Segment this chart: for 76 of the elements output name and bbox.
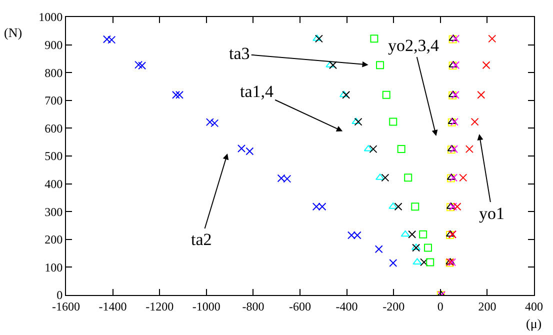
point xyxy=(175,90,184,99)
point xyxy=(448,258,456,266)
point xyxy=(400,230,410,237)
point xyxy=(452,34,460,43)
y-tick-label: 100 xyxy=(44,260,63,274)
y-tick-label: 800 xyxy=(44,66,63,80)
point xyxy=(446,174,455,182)
x-tick-label: -800 xyxy=(242,299,264,314)
x-tick-label: -400 xyxy=(336,299,358,314)
point xyxy=(482,61,490,70)
point xyxy=(339,90,349,98)
point xyxy=(449,202,458,211)
point xyxy=(352,118,361,124)
point xyxy=(369,145,378,154)
y-tick-label: 500 xyxy=(44,149,63,164)
point xyxy=(419,230,428,238)
point xyxy=(376,61,384,70)
point xyxy=(447,146,456,154)
point xyxy=(450,145,458,154)
point xyxy=(354,118,362,126)
point xyxy=(374,245,383,254)
point xyxy=(448,35,457,44)
point xyxy=(394,202,402,211)
point xyxy=(453,202,462,211)
point xyxy=(420,258,428,266)
y-axis-title: (N) xyxy=(4,25,22,40)
x-tick-label: 400 xyxy=(525,299,543,314)
point xyxy=(389,118,398,126)
y-tick-label: 200 xyxy=(44,232,63,247)
y-tick-label: 900 xyxy=(44,38,63,52)
point xyxy=(465,145,474,154)
point xyxy=(450,174,458,182)
point xyxy=(477,90,486,99)
point xyxy=(451,90,460,99)
annotation: yo1 xyxy=(479,204,504,223)
y-tick-label: 700 xyxy=(44,94,63,108)
point xyxy=(448,62,457,70)
point xyxy=(370,34,378,43)
annotation: ta2 xyxy=(191,230,212,249)
point xyxy=(488,34,496,43)
point xyxy=(446,203,454,212)
point xyxy=(426,258,434,266)
point xyxy=(470,118,479,126)
point xyxy=(389,259,398,268)
point xyxy=(342,90,350,99)
point xyxy=(408,230,416,238)
point xyxy=(397,145,406,154)
y-tick-label: 300 xyxy=(44,204,63,219)
y-tick-label: 600 xyxy=(44,121,63,136)
annotation: ta3 xyxy=(229,44,250,63)
x-tick-label: -200 xyxy=(382,299,405,314)
point xyxy=(138,62,146,70)
point xyxy=(382,90,390,99)
y-tick-label: 1000 xyxy=(38,10,63,24)
annotation: yo2,3,4 xyxy=(388,36,440,55)
point xyxy=(328,61,337,70)
y-tick-label: 400 xyxy=(44,177,63,191)
point xyxy=(134,60,143,69)
x-axis-title: (μ) xyxy=(526,316,542,331)
annotation: ta1,4 xyxy=(240,82,274,101)
point xyxy=(238,144,246,152)
x-tick-label: -1400 xyxy=(98,299,127,314)
point xyxy=(424,244,432,252)
point xyxy=(404,174,412,182)
point xyxy=(411,202,420,211)
point xyxy=(381,174,390,182)
point xyxy=(452,61,460,70)
x-tick-label: -1200 xyxy=(146,299,174,314)
point xyxy=(172,90,180,99)
x-tick-label: 0 xyxy=(437,299,444,314)
x-tick-label: -1000 xyxy=(192,299,220,314)
point xyxy=(459,174,468,182)
point xyxy=(246,147,254,156)
point xyxy=(450,118,458,126)
x-tick-label: 200 xyxy=(478,299,496,314)
x-tick-label: -600 xyxy=(289,299,311,314)
